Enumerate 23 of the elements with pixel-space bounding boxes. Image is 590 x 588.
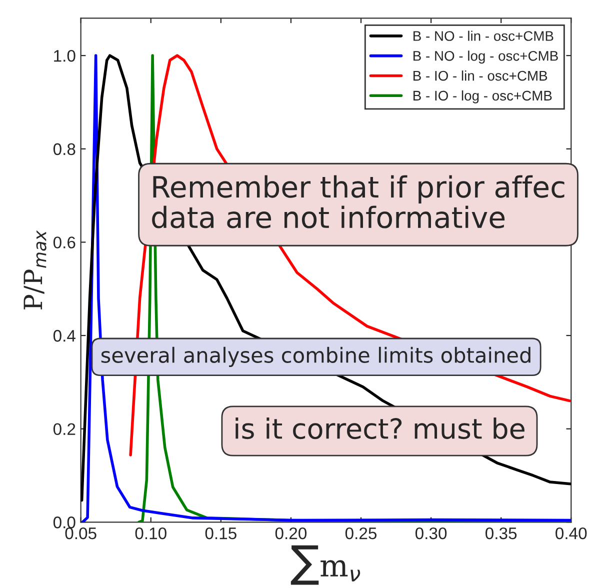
x-axis-title: ∑m$_{ν}$ (290, 545, 360, 585)
legend-label: B - NO - log - osc+CMB (414, 50, 558, 64)
x-tick-label: 0.35 (486, 527, 517, 540)
x-tick-label: 0.10 (135, 527, 166, 540)
y-tick-label: 0.0 (53, 516, 76, 528)
annotation: is it correct? must be (236, 418, 524, 440)
legend-label: B - IO - lin - osc+CMB (414, 70, 548, 81)
y-tick-label: 0.6 (53, 236, 76, 248)
legend-label: B - IO - log - osc+CMB (414, 90, 552, 104)
y-tick-label: 0.2 (53, 423, 76, 436)
annotation: several analyses combine limits obtained (101, 346, 530, 367)
legend-label: B - NO - lin - osc+CMB (414, 30, 554, 41)
x-tick-label: 0.15 (205, 527, 236, 540)
x-tick-label: 0.40 (556, 527, 587, 540)
x-tick-label: 0.20 (275, 527, 307, 540)
y-tick-label: 0.8 (53, 143, 76, 156)
x-tick-label: 0.05 (65, 527, 96, 540)
y-axis-title: P/P$_{max}$ (24, 230, 46, 310)
y-tick-label: 0.4 (53, 330, 76, 342)
y-tick-label: 1.0 (54, 50, 76, 62)
x-tick-label: 0.25 (345, 527, 377, 540)
annotation: Remember that if prior affec data are not informative (152, 175, 564, 228)
x-tick-label: 0.30 (415, 527, 447, 540)
